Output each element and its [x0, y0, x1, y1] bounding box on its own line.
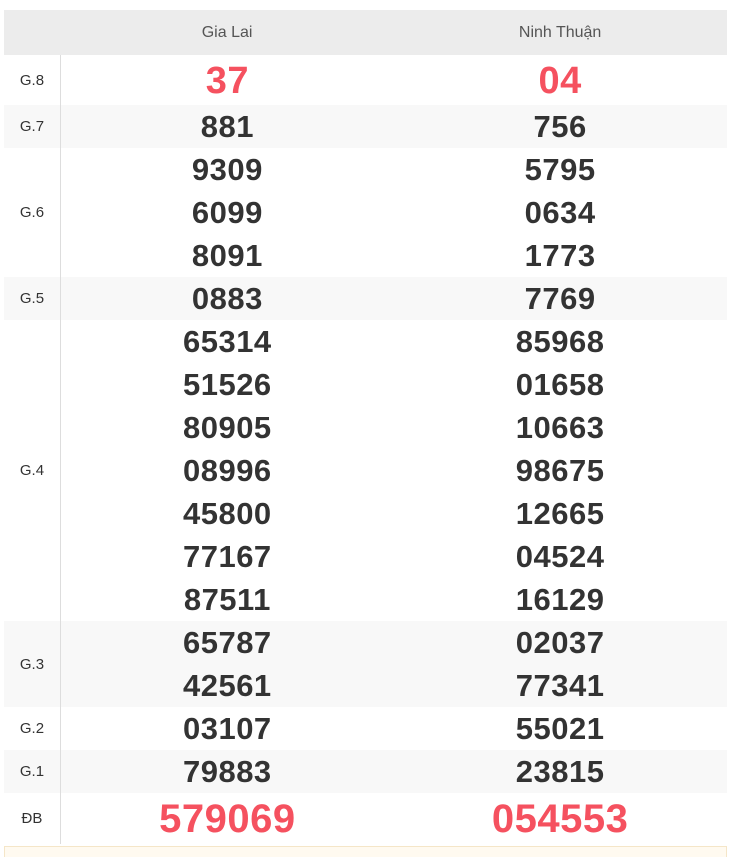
- prize-number: 03107: [182, 711, 272, 746]
- prize-number: 04524: [515, 539, 605, 574]
- prize-number: 42561: [182, 668, 272, 703]
- prize-number: 65787: [182, 625, 272, 660]
- prize-row: G.5 0883 7769: [4, 277, 727, 320]
- prize-label: G.3: [4, 621, 61, 707]
- prize-cell: 5795 0634 1773: [394, 148, 727, 277]
- prize-number: 0634: [524, 195, 596, 230]
- prize-number: 01658: [515, 367, 605, 402]
- prize-number: 51526: [182, 367, 272, 402]
- prize-cell: 756: [393, 105, 727, 148]
- prize-row: G.2 03107 55021: [4, 707, 727, 750]
- prize-cell: 054553: [394, 793, 727, 844]
- prize-cell: 881: [60, 105, 394, 148]
- prize-number: 77341: [515, 668, 605, 703]
- prize-number: 87511: [183, 582, 271, 617]
- prize-cell: 55021: [394, 707, 727, 750]
- prize-number: 12665: [515, 496, 605, 531]
- prize-label: G.2: [4, 707, 61, 750]
- prize-number: 054553: [491, 797, 629, 841]
- prize-number: 37: [205, 60, 249, 102]
- prize-number: 6099: [191, 195, 263, 230]
- prize-cell: 65314 51526 80905 08996 45800 77167 87511: [60, 320, 393, 621]
- prize-cell: 7769: [393, 277, 727, 320]
- prize-row: G.8 37 04: [4, 55, 727, 105]
- prize-cell: 03107: [60, 707, 393, 750]
- prize-number: 85968: [515, 324, 605, 359]
- prize-number: 5795: [524, 152, 596, 187]
- prize-cell: 65787 42561: [60, 621, 394, 707]
- prize-cell: 0883: [60, 277, 394, 320]
- prize-label: G.4: [4, 320, 61, 621]
- prize-row: G.6 9309 6099 8091 5795 0634 1773: [4, 148, 727, 277]
- prize-cell: 79883: [60, 750, 394, 793]
- prize-number: 579069: [159, 797, 296, 841]
- prize-cell: 04: [394, 55, 727, 105]
- prize-row: G.7 881 756: [4, 105, 727, 148]
- prize-number: 16129: [515, 582, 605, 617]
- header-row: Gia Lai Ninh Thuận: [4, 10, 727, 55]
- prize-cell: 85968 01658 10663 98675 12665 04524 16129: [394, 320, 727, 621]
- prize-number: 8091: [191, 238, 263, 273]
- prize-row: G.1 79883 23815: [4, 750, 727, 793]
- prize-number: 881: [200, 109, 254, 144]
- prize-cell: 02037 77341: [393, 621, 727, 707]
- prize-cell: 37: [60, 55, 393, 105]
- prize-row: ĐB 579069 054553: [4, 793, 727, 844]
- prize-number: 02037: [515, 625, 605, 660]
- prize-number: 04: [538, 60, 582, 102]
- prize-number: 10663: [515, 410, 605, 445]
- prize-label: G.1: [4, 750, 61, 793]
- prize-row: G.3 65787 42561 02037 77341: [4, 621, 727, 707]
- prize-number: 98675: [515, 453, 605, 488]
- prize-cell: 23815: [393, 750, 727, 793]
- province-header-gia-lai: Gia Lai: [60, 10, 394, 55]
- lottery-results-table: Gia Lai Ninh Thuận G.8 37 04 G.7 881 756 G.6 93…: [4, 10, 727, 844]
- prize-cell: 579069: [60, 793, 393, 844]
- prize-label: G.5: [4, 277, 61, 320]
- prize-number: 45800: [182, 496, 272, 531]
- prize-number: 1773: [524, 238, 596, 273]
- header-blank: [4, 10, 61, 55]
- prize-label: G.7: [4, 105, 61, 148]
- prize-number: 77167: [182, 539, 272, 574]
- prize-cell: 9309 6099 8091: [60, 148, 393, 277]
- footer-strip: [4, 846, 727, 857]
- prize-number: 23815: [515, 754, 605, 789]
- prize-number: 65314: [182, 324, 272, 359]
- province-header-ninh-thuan: Ninh Thuận: [393, 10, 727, 55]
- prize-label: ĐB: [4, 793, 61, 844]
- prize-number: 756: [533, 109, 587, 144]
- prize-number: 7769: [524, 281, 596, 316]
- prize-number: 9309: [191, 152, 263, 187]
- prize-row: G.4 65314 51526 80905 08996 45800 77167 87511 85…: [4, 320, 727, 621]
- prize-number: 55021: [515, 711, 605, 746]
- prize-label: G.6: [4, 148, 61, 277]
- prize-number: 80905: [182, 410, 272, 445]
- prize-number: 0883: [191, 281, 263, 316]
- prize-number: 79883: [182, 754, 272, 789]
- prize-number: 08996: [182, 453, 272, 488]
- prize-label: G.8: [4, 55, 61, 105]
